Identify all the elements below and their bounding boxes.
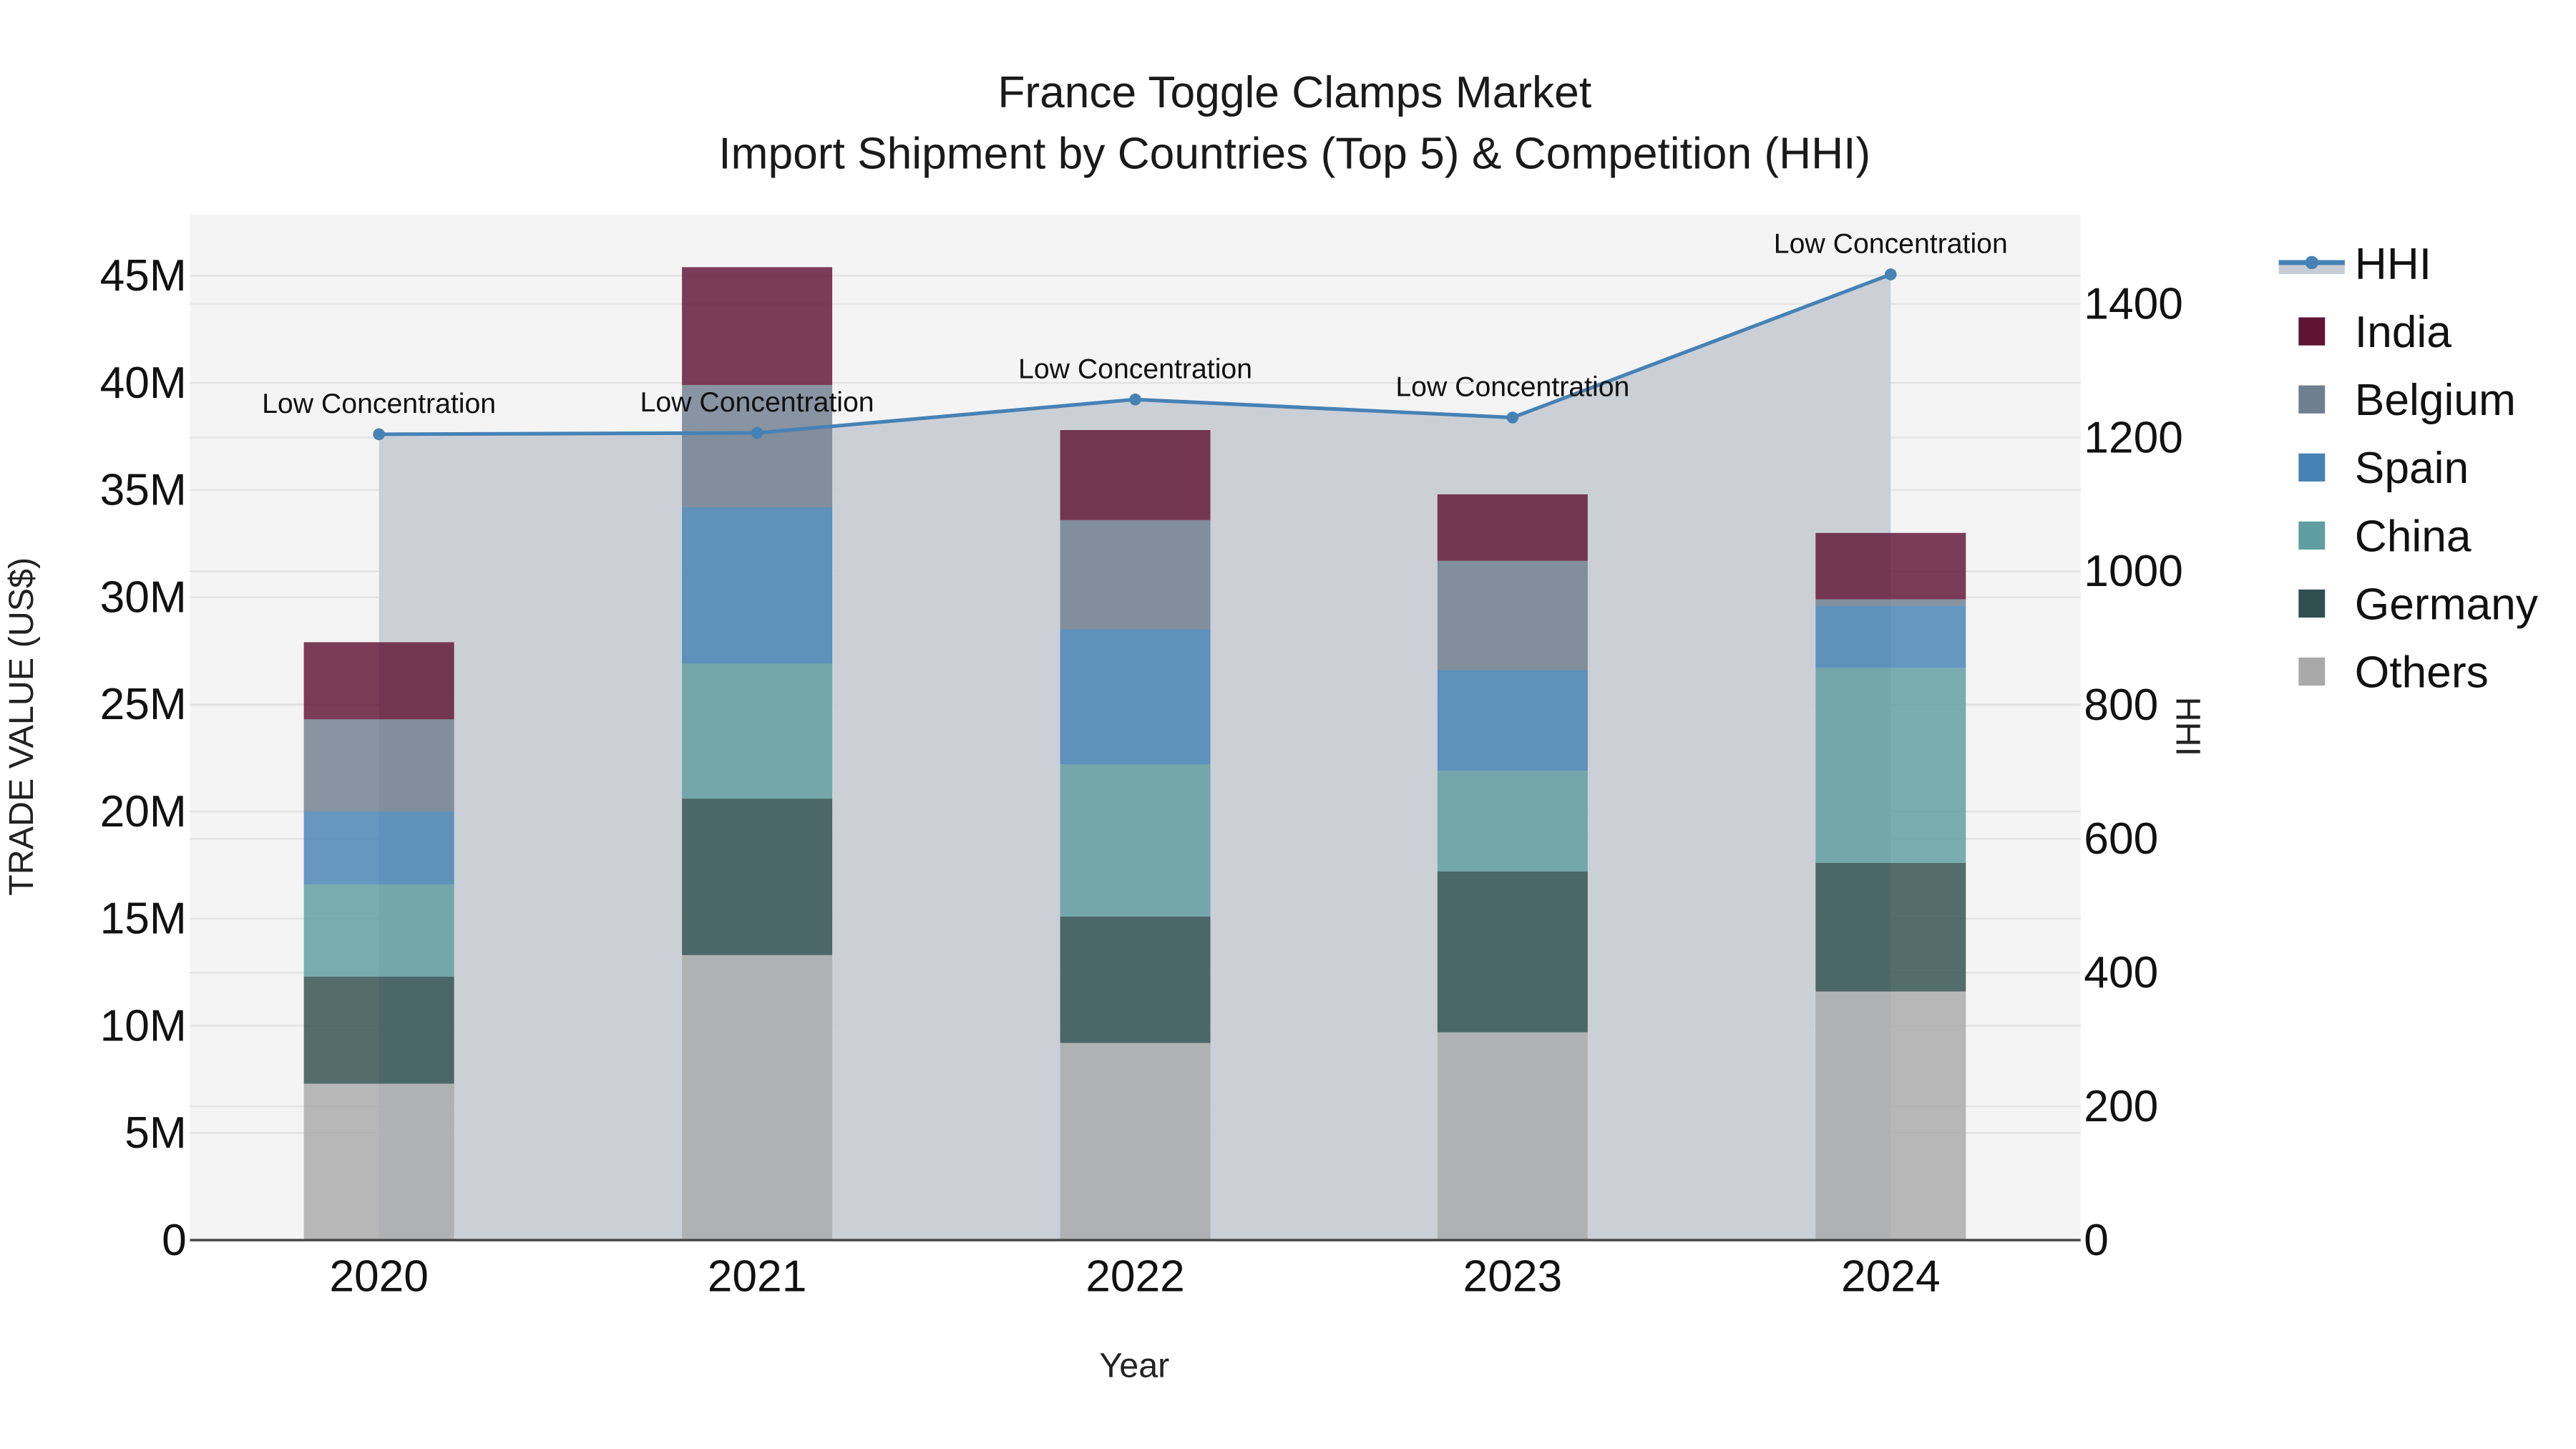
x-tick-label: 2021 bbox=[708, 1252, 807, 1302]
x-tick-label: 2020 bbox=[329, 1252, 429, 1302]
y-left-tick-label: 25M bbox=[100, 680, 187, 729]
bar-segment-germany-2020 bbox=[303, 976, 454, 1084]
y-right-tick-label: 200 bbox=[2084, 1082, 2158, 1131]
legend-item-germany[interactable]: Germany bbox=[2298, 580, 2539, 629]
y-left-ticks: 0 5M 10M 15M 20M 25M 30M 35M 40M 45M bbox=[100, 251, 187, 1265]
bar-segment-belgium-2020 bbox=[303, 719, 454, 812]
legend-item-belgium[interactable]: Belgium bbox=[2298, 376, 2516, 425]
hhi-marker bbox=[373, 428, 385, 441]
legend-label: Spain bbox=[2355, 444, 2469, 493]
bar-segment-belgium-2024 bbox=[1815, 599, 1966, 606]
legend-label: China bbox=[2355, 512, 2472, 561]
bar-segment-india-2024 bbox=[1815, 532, 1966, 600]
bar-segment-china-2023 bbox=[1437, 771, 1588, 872]
legend-swatch-icon bbox=[2298, 453, 2326, 482]
legend-label: India bbox=[2355, 308, 2451, 357]
bar-segment-spain-2020 bbox=[303, 811, 454, 884]
y-left-tick-label: 30M bbox=[100, 572, 187, 622]
y-left-tick-label: 5M bbox=[125, 1108, 187, 1158]
hhi-line bbox=[373, 268, 1897, 441]
stacked-bars bbox=[303, 267, 1966, 1241]
legend-area-swatch bbox=[2278, 264, 2345, 275]
x-tick-label: 2022 bbox=[1085, 1252, 1185, 1302]
y-left-tick-label: 15M bbox=[100, 894, 187, 944]
hhi-annotation: Low Concentration bbox=[1395, 371, 1629, 403]
legend-label: Germany bbox=[2355, 580, 2539, 629]
legend-label: HHI bbox=[2355, 240, 2431, 289]
hhi-annotation: Low Concentration bbox=[640, 386, 874, 418]
y-left-axis-title: TRADE VALUE (US$) bbox=[2, 557, 41, 896]
legend-label: Belgium bbox=[2355, 376, 2516, 425]
legend-swatch-icon bbox=[2298, 317, 2326, 346]
bar-segment-belgium-2022 bbox=[1060, 519, 1211, 630]
hhi-annotation: Low Concentration bbox=[262, 388, 496, 419]
y-right-tick-label: 1200 bbox=[2084, 413, 2183, 462]
y-right-ticks: 0 200 400 600 800 1000 1200 1400 bbox=[2084, 279, 2183, 1264]
hhi-marker bbox=[751, 426, 763, 439]
legend-item-others[interactable]: Others bbox=[2298, 648, 2489, 697]
y-left-tick-label: 45M bbox=[100, 251, 187, 301]
x-tick-label: 2023 bbox=[1463, 1252, 1563, 1302]
bar-segment-china-2020 bbox=[303, 884, 454, 977]
bar-segment-china-2021 bbox=[682, 663, 833, 799]
legend-item-india[interactable]: India bbox=[2298, 308, 2451, 357]
legend-swatch-icon bbox=[2298, 589, 2326, 618]
legend-item-china[interactable]: China bbox=[2298, 512, 2472, 561]
bar-segment-germany-2023 bbox=[1437, 871, 1588, 1033]
y-left-tick-label: 0 bbox=[162, 1216, 187, 1265]
legend-swatch-icon bbox=[2298, 385, 2326, 414]
x-tick-label: 2024 bbox=[1841, 1252, 1941, 1302]
y-left-tick-label: 20M bbox=[100, 787, 187, 836]
bar-segment-others-2020 bbox=[303, 1083, 454, 1241]
hhi-marker bbox=[1129, 393, 1141, 406]
y-right-tick-label: 1000 bbox=[2084, 547, 2183, 596]
bar-segment-others-2023 bbox=[1437, 1032, 1588, 1241]
bar-segment-germany-2024 bbox=[1815, 862, 1966, 992]
legend-marker-icon bbox=[2305, 255, 2318, 270]
bar-segment-spain-2023 bbox=[1437, 670, 1588, 771]
bar-segment-others-2022 bbox=[1060, 1043, 1211, 1241]
bar-segment-india-2023 bbox=[1437, 494, 1588, 561]
chart-title-line1: France Toggle Clamps Market bbox=[997, 68, 1591, 117]
y-left-tick-label: 35M bbox=[100, 466, 187, 515]
y-right-axis-title: HHI bbox=[2169, 697, 2207, 756]
bar-segment-others-2021 bbox=[682, 955, 833, 1241]
legend-swatch-icon bbox=[2298, 521, 2326, 550]
legend: HHI India Belgium Spain China Germany Others bbox=[2278, 240, 2539, 697]
hhi-marker bbox=[1506, 411, 1519, 424]
bar-segment-spain-2021 bbox=[682, 507, 833, 664]
y-right-tick-label: 800 bbox=[2084, 680, 2158, 730]
bar-segment-india-2022 bbox=[1060, 430, 1211, 520]
y-right-tick-label: 0 bbox=[2084, 1216, 2109, 1265]
hhi-marker bbox=[1885, 268, 1897, 280]
bar-segment-china-2024 bbox=[1815, 668, 1966, 863]
hhi-annotation: Low Concentration bbox=[1018, 353, 1252, 384]
hhi-annotation: Low Concentration bbox=[1774, 228, 2008, 259]
legend-item-spain[interactable]: Spain bbox=[2298, 444, 2469, 493]
legend-swatch-icon bbox=[2298, 657, 2326, 686]
x-ticks: 2020 2021 2022 2023 2024 bbox=[329, 1252, 1940, 1302]
x-axis-title: Year bbox=[1099, 1347, 1169, 1385]
bar-segment-china-2022 bbox=[1060, 764, 1211, 917]
y-left-tick-label: 10M bbox=[100, 1001, 187, 1050]
bar-segment-germany-2021 bbox=[682, 799, 833, 955]
bar-segment-india-2021 bbox=[682, 267, 833, 386]
y-right-tick-label: 400 bbox=[2084, 948, 2158, 997]
y-right-tick-label: 600 bbox=[2084, 814, 2158, 864]
bar-segment-spain-2022 bbox=[1060, 629, 1211, 765]
bar-segment-others-2024 bbox=[1815, 991, 1966, 1241]
bar-segment-belgium-2023 bbox=[1437, 560, 1588, 670]
hhi-annotations: Low Concentration Low Concentration Low Co… bbox=[262, 228, 2008, 419]
chart-title-line2: Import Shipment by Countries (Top 5) & C… bbox=[718, 129, 1870, 178]
y-left-tick-label: 40M bbox=[100, 358, 187, 408]
bar-segment-spain-2024 bbox=[1815, 605, 1966, 668]
bar-segment-india-2020 bbox=[303, 642, 454, 720]
legend-label: Others bbox=[2355, 648, 2489, 697]
bar-segment-germany-2022 bbox=[1060, 916, 1211, 1043]
bar-segment-belgium-2021 bbox=[682, 385, 833, 507]
legend-item-hhi[interactable]: HHI bbox=[2278, 240, 2431, 289]
y-right-tick-label: 1400 bbox=[2084, 279, 2183, 328]
